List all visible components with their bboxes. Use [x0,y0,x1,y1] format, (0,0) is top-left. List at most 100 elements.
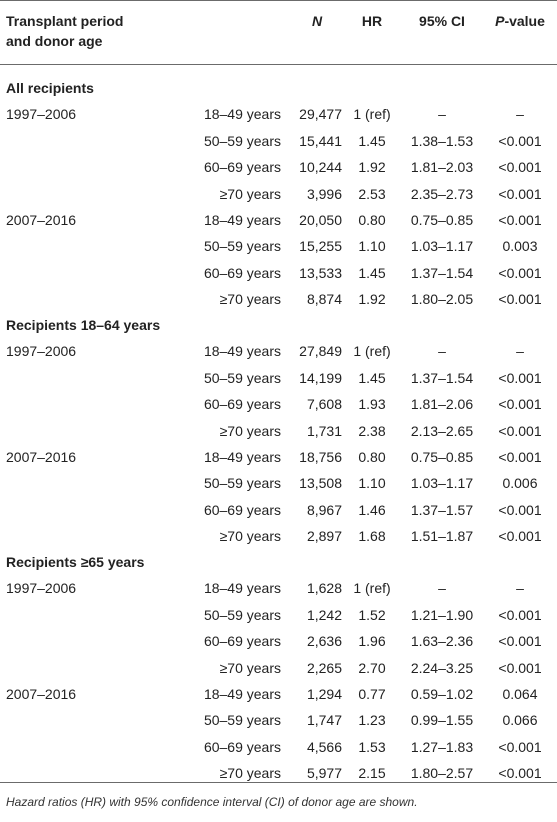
n-cell: 5,977 [306,765,342,781]
hr-cell: 1.46 [358,502,386,518]
n-cell: 1,242 [306,607,342,623]
n-cell: 13,508 [299,475,342,491]
hr-cell: 1.10 [358,475,386,491]
donor-age-cell: 60–69 years [203,502,281,518]
donor-age-cell: ≥70 years [219,291,281,307]
donor-age-cell: 50–59 years [203,607,281,623]
section-title: All recipients [6,80,94,96]
p-value-cell: 0.066 [502,712,538,728]
donor-age-cell: 60–69 years [203,396,281,412]
n-cell: 1,628 [306,580,342,596]
hr-cell: 1.52 [358,607,386,623]
p-value-cell: <0.001 [498,449,542,465]
n-cell: 20,050 [299,212,342,228]
n-cell: 29,477 [299,106,342,122]
ci-cell: – [438,580,446,596]
hr-cell: 0.77 [358,686,386,702]
ci-cell: 1.38–1.53 [410,133,474,149]
section-title: Recipients 18–64 years [6,317,161,333]
p-value-cell: <0.001 [498,607,542,623]
n-cell: 2,636 [306,633,342,649]
hr-cell: 1.45 [358,265,386,281]
period-label: 1997–2006 [6,580,77,596]
p-value-cell: – [516,580,524,596]
hr-cell: 0.80 [358,449,386,465]
donor-age-cell: ≥70 years [219,423,281,439]
period-label: 1997–2006 [6,106,77,122]
hr-cell: 2.53 [358,186,386,202]
donor-age-cell: 18–49 years [203,449,281,465]
hr-cell: 2.38 [358,423,386,439]
ci-cell: 1.37–1.54 [410,370,474,386]
hr-cell: 2.15 [358,765,386,781]
n-cell: 7,608 [306,396,342,412]
ci-cell: 0.75–0.85 [410,449,474,465]
hr-cell: 1 (ref) [353,343,391,359]
hr-cell: 1.93 [358,396,386,412]
hr-cell: 1.96 [358,633,386,649]
donor-age-cell: ≥70 years [219,660,281,676]
ci-cell: 1.80–2.05 [410,291,474,307]
ci-cell: 1.81–2.06 [410,396,474,412]
p-value-cell: – [516,106,524,122]
ci-cell: 2.13–2.65 [410,423,474,439]
hr-cell: 1.23 [358,712,386,728]
n-cell: 14,199 [299,370,342,386]
table-footnote: Hazard ratios (HR) with 95% confidence i… [6,795,418,809]
ci-cell: 1.81–2.03 [410,159,474,175]
header-ci: 95% CI [419,13,465,29]
header-p-value: P-value [482,11,557,31]
ci-cell: 0.99–1.55 [410,712,474,728]
n-cell: 13,533 [299,265,342,281]
ci-cell: 0.75–0.85 [410,212,474,228]
ci-cell: – [438,106,446,122]
donor-age-cell: 60–69 years [203,265,281,281]
ci-cell: 1.21–1.90 [410,607,474,623]
ci-cell: 1.80–2.57 [410,765,474,781]
donor-age-cell: ≥70 years [219,528,281,544]
n-cell: 8,967 [306,502,342,518]
n-cell: 10,244 [299,159,342,175]
p-value-cell: <0.001 [498,159,542,175]
p-value-cell: <0.001 [498,739,542,755]
donor-age-cell: 60–69 years [203,159,281,175]
ci-cell: 1.37–1.57 [410,502,474,518]
hr-cell: 1.10 [358,238,386,254]
ci-cell: 0.59–1.02 [410,686,474,702]
p-value-cell: <0.001 [498,502,542,518]
n-cell: 1,731 [306,423,342,439]
n-cell: 18,756 [299,449,342,465]
ci-cell: 2.24–3.25 [410,660,474,676]
header-p-italic: P [495,13,505,29]
header-period-line1: Transplant period [6,13,124,29]
hr-cell: 1.92 [358,159,386,175]
p-value-cell: 0.003 [502,238,538,254]
header-hr: HR [361,13,383,29]
ci-cell: 1.51–1.87 [410,528,474,544]
hr-cell: 1.45 [358,370,386,386]
p-value-cell: <0.001 [498,633,542,649]
donor-age-cell: 18–49 years [203,580,281,596]
header-p-rest: -value [504,13,545,29]
n-cell: 2,897 [306,528,342,544]
p-value-cell: <0.001 [498,396,542,412]
hr-cell: 1 (ref) [353,106,391,122]
p-value-cell: <0.001 [498,423,542,439]
header-period-line2: and donor age [6,33,103,49]
donor-age-cell: 18–49 years [203,212,281,228]
n-cell: 3,996 [306,186,342,202]
ci-cell: 1.03–1.17 [410,475,474,491]
donor-age-cell: 50–59 years [203,133,281,149]
p-value-cell: <0.001 [498,291,542,307]
p-value-cell: <0.001 [498,212,542,228]
n-cell: 15,255 [299,238,342,254]
p-value-cell: <0.001 [498,765,542,781]
donor-age-cell: ≥70 years [219,765,281,781]
ci-cell: 1.03–1.17 [410,238,474,254]
p-value-cell: 0.006 [502,475,538,491]
n-cell: 2,265 [306,660,342,676]
p-value-cell: <0.001 [498,370,542,386]
ci-cell: 1.37–1.54 [410,265,474,281]
donor-age-cell: 50–59 years [203,712,281,728]
donor-age-cell: 50–59 years [203,238,281,254]
